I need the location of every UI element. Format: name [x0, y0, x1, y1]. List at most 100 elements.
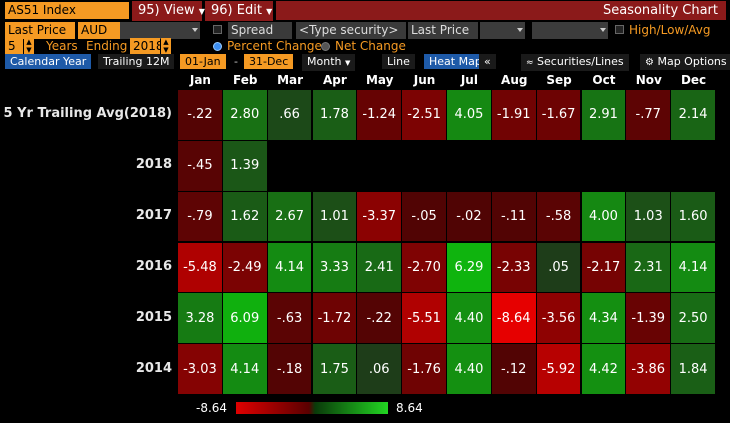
spread-select[interactable]: Spread	[228, 22, 292, 39]
price-field-select[interactable]: Last Price	[5, 22, 75, 39]
heat-map-cell[interactable]: -3.56	[536, 293, 582, 345]
heat-map-cell[interactable]: 1.78	[312, 90, 358, 141]
heat-map-cell[interactable]: 4.14	[671, 242, 716, 294]
edit-menu[interactable]: 96) Edit ▼	[205, 1, 273, 21]
heat-map-cell[interactable]: 3.28	[178, 293, 223, 345]
heat-map-cell[interactable]: -1.67	[536, 90, 582, 141]
heat-map-cell[interactable]: -3.37	[357, 191, 403, 243]
heat-map-cell[interactable]: 2.50	[671, 293, 716, 345]
heat-map-cell[interactable]: -.11	[491, 191, 537, 243]
percent-change-radio[interactable]	[213, 42, 222, 51]
heat-map-cell[interactable]: 3.33	[312, 242, 358, 294]
heat-map-cell[interactable]: 2.67	[267, 191, 313, 243]
heat-map-cell[interactable]: 1.75	[312, 344, 358, 395]
heat-map-cell[interactable]: -3.86	[626, 344, 672, 395]
heat-map-cell[interactable]: 4.05	[447, 90, 492, 141]
heat-map-cell[interactable]: 1.60	[671, 191, 716, 243]
heat-map-cell[interactable]: 2.91	[581, 90, 627, 141]
period-select-label: Month	[307, 55, 342, 68]
collapse-button[interactable]: «	[479, 54, 496, 69]
heat-map-cell[interactable]: 4.40	[447, 344, 492, 395]
security-input[interactable]: AS51 Index	[5, 2, 129, 19]
compare-field-select[interactable]: Last Price	[408, 22, 478, 39]
heat-map-cell[interactable]: -.18	[267, 344, 313, 395]
high-low-avg-checkbox[interactable]	[615, 25, 624, 34]
heat-map-cell[interactable]: -2.33	[491, 242, 537, 294]
heat-map-cell[interactable]: -8.64	[491, 293, 537, 345]
heat-map-cell[interactable]: 1.39	[222, 140, 268, 192]
heat-map-cell[interactable]: -.58	[536, 191, 582, 243]
heat-map-cell[interactable]: -3.03	[178, 344, 223, 395]
month-header-dec: Dec	[680, 73, 707, 87]
period-select[interactable]: Month ▼	[302, 54, 356, 71]
month-header-oct: Oct	[592, 73, 616, 87]
heat-map-cell[interactable]: 1.84	[671, 344, 716, 395]
compare-field-dropdown[interactable]	[480, 22, 525, 39]
heat-map-cell[interactable]: -1.39	[626, 293, 672, 345]
end-year-stepper[interactable]: ▲ ▼	[161, 38, 171, 55]
heat-map-cell[interactable]: -2.49	[222, 242, 268, 294]
securities-lines-label: Securities/Lines	[537, 55, 624, 68]
spread-checkbox[interactable]	[213, 25, 222, 34]
heat-map-grid: -.22 2.80.66 1.78 -1.24 -2.51 4.05 -1.91 -1.67 2…	[178, 90, 716, 395]
years-input[interactable]: 5	[5, 38, 23, 55]
extra-dropdown[interactable]	[532, 22, 608, 39]
heat-map-cell[interactable]: -.77	[626, 90, 672, 141]
heat-map-cell[interactable]: 4.34	[581, 293, 627, 345]
heat-map-cell[interactable]: -2.51	[402, 90, 447, 141]
heat-map-cell[interactable]: 2.80	[222, 90, 268, 141]
heat-map-cell[interactable]: -.02	[447, 191, 492, 243]
heat-map-cell[interactable]: -.63	[267, 293, 313, 345]
row-label: 5 Yr Trailing Avg(2018)	[3, 106, 172, 122]
heat-map-cell[interactable]: 4.00	[581, 191, 627, 243]
heat-map-cell[interactable]: 4.14	[222, 344, 268, 395]
heat-map-cell[interactable]: -1.76	[402, 344, 447, 395]
tab-line[interactable]: Line	[382, 54, 415, 69]
net-change-radio[interactable]	[321, 42, 330, 51]
heat-map-cell[interactable]: 1.01	[312, 191, 358, 243]
heat-map-cell[interactable]: -5.48	[178, 242, 223, 294]
gear-icon: ⚙	[645, 57, 654, 68]
heat-map-cell[interactable]: 2.14	[671, 90, 716, 141]
tab-calendar-year[interactable]: Calendar Year	[5, 54, 92, 69]
heat-map-cell[interactable]: 2.41	[357, 242, 403, 294]
view-menu[interactable]: 95) View ▼	[132, 1, 205, 21]
years-stepper[interactable]: ▲ ▼	[24, 38, 34, 55]
heat-map-cell[interactable]: -5.92	[536, 344, 582, 395]
heat-map-cell[interactable]: 4.42	[581, 344, 627, 395]
compare-security-input[interactable]: <Type security>	[296, 22, 406, 39]
end-year-input[interactable]: 2018	[130, 38, 164, 55]
heat-map-cell[interactable]: -.79	[178, 191, 223, 243]
heat-map-cell[interactable]: 4.40	[447, 293, 492, 345]
heat-map-cell[interactable]: -5.51	[402, 293, 447, 345]
month-header-feb: Feb	[233, 73, 258, 87]
start-date-input[interactable]: 01-Jan	[180, 54, 226, 69]
currency-select[interactable]: AUD	[78, 22, 120, 39]
securities-lines-button[interactable]: ≈ Securities/Lines	[521, 54, 629, 71]
tab-trailing-12m[interactable]: Trailing 12M	[98, 54, 175, 69]
tab-heat-map[interactable]: Heat Map	[424, 54, 487, 69]
heat-map-cell[interactable]: .05	[536, 242, 582, 294]
heat-map-cell[interactable]: -.22	[357, 293, 403, 345]
end-date-input[interactable]: 31-Dec	[244, 54, 294, 69]
heat-map-cell[interactable]: -2.17	[581, 242, 627, 294]
heat-map-cell[interactable]: -.45	[178, 140, 223, 192]
map-options-button[interactable]: ⚙ Map Options	[640, 54, 730, 70]
heat-map-cell[interactable]: -1.91	[491, 90, 537, 141]
window-title: Seasonality Chart	[276, 1, 726, 20]
heat-map-cell[interactable]: 1.03	[626, 191, 672, 243]
heat-map-cell[interactable]: -2.70	[402, 242, 447, 294]
heat-map-cell[interactable]: -1.72	[312, 293, 358, 345]
heat-map-cell[interactable]: 2.31	[626, 242, 672, 294]
heat-map-cell[interactable]: -.22	[178, 90, 223, 141]
heat-map-cell[interactable]: .66	[267, 90, 313, 141]
heat-map-cell[interactable]: -.05	[402, 191, 447, 243]
heat-map-cell[interactable]: -1.24	[357, 90, 403, 141]
currency-dropdown[interactable]	[120, 22, 200, 39]
heat-map-cell[interactable]: 4.14	[267, 242, 313, 294]
heat-map-cell[interactable]: -.12	[491, 344, 537, 395]
heat-map-cell[interactable]: 1.62	[222, 191, 268, 243]
heat-map-cell[interactable]: 6.29	[447, 242, 492, 294]
heat-map-cell[interactable]: 6.09	[222, 293, 268, 345]
heat-map-cell[interactable]: .06	[357, 344, 403, 395]
